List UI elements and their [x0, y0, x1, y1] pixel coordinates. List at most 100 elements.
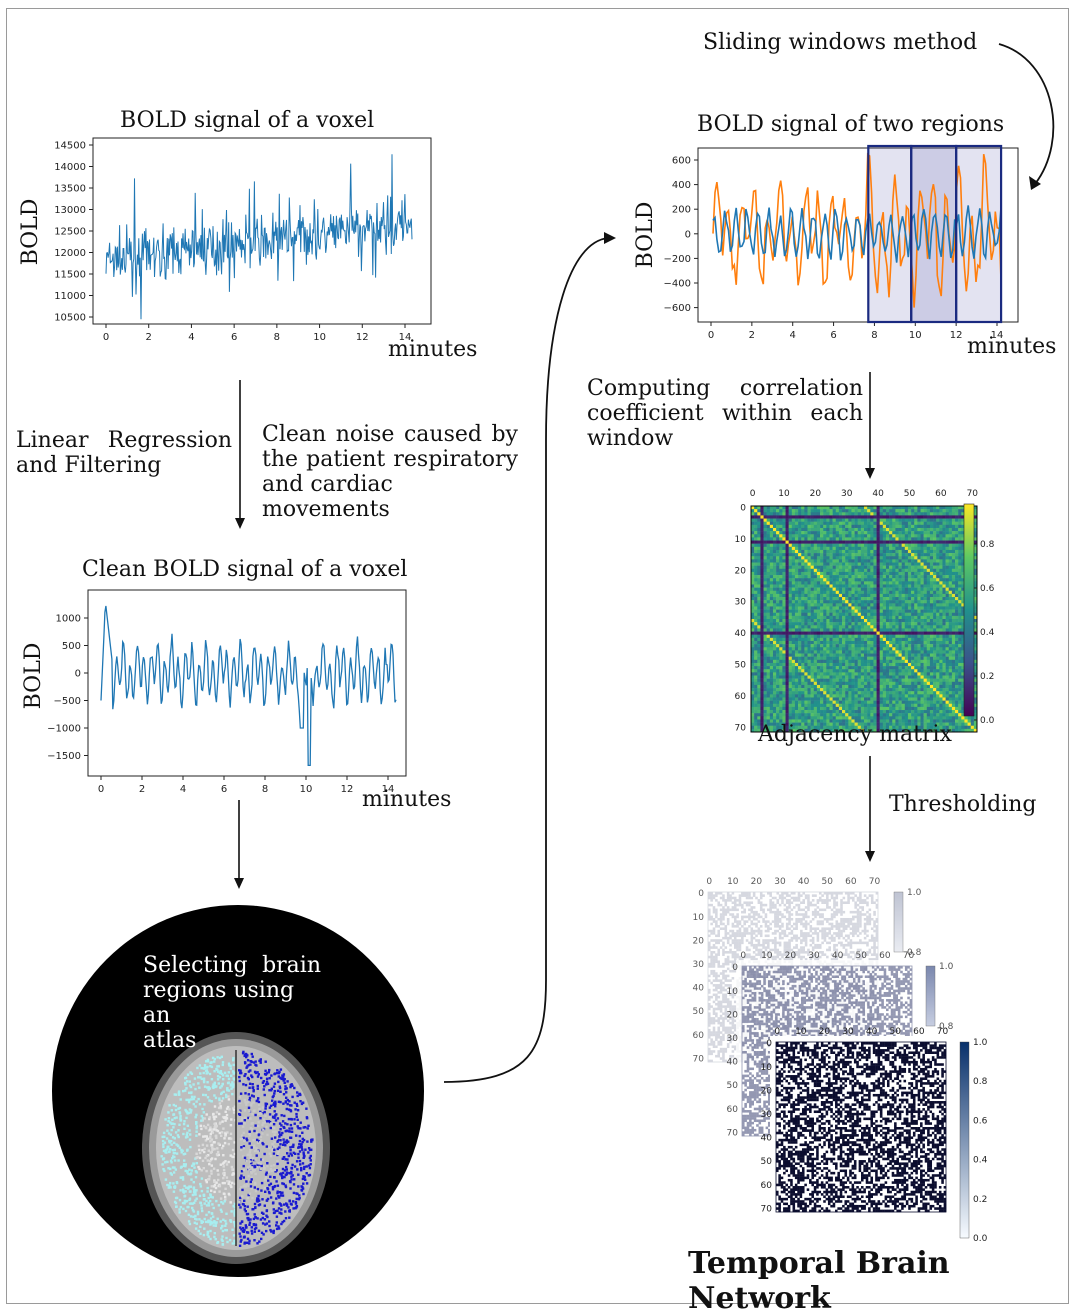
- x-tick-label: 12: [341, 784, 354, 795]
- stack-left-tick: 40: [693, 984, 705, 994]
- y-tick-label: 14000: [54, 162, 86, 173]
- stack-left-tick: 10: [727, 987, 739, 997]
- temporal-network-stack: 0010102020303040405050606070701.00.80010…: [680, 870, 1040, 1250]
- stack-left-tick: 20: [693, 936, 705, 946]
- y-tick-label: −500: [54, 696, 81, 707]
- x-tick-label: 8: [262, 784, 268, 795]
- y-tick-label: 1000: [56, 614, 81, 625]
- stack-colorbar-tick: 0.2: [973, 1195, 987, 1205]
- stack-left-tick: 0: [698, 889, 704, 899]
- voxel-signal-line: [106, 154, 412, 319]
- y-tick-label: −400: [664, 279, 691, 290]
- stack-top-tick: 0: [706, 877, 712, 887]
- stack-colorbar: [960, 1042, 969, 1238]
- y-tick-label: 400: [672, 180, 691, 191]
- stack-top-tick: 60: [879, 951, 891, 961]
- x-tick-label: 6: [221, 784, 227, 795]
- stack-colorbar-tick: 1.0: [973, 1038, 988, 1048]
- stack-colorbar-tick: 0.4: [973, 1156, 988, 1166]
- stack-top-tick: 70: [869, 877, 881, 887]
- x-tick-label: 10: [313, 332, 326, 343]
- stack-top-tick: 20: [751, 877, 763, 887]
- y-tick-label: 12500: [54, 227, 86, 238]
- thresholding-label: Thresholding: [889, 792, 1037, 817]
- stack-left-tick: 50: [761, 1157, 773, 1167]
- clean-ylabel: BOLD: [21, 643, 46, 710]
- adjacency-left-tick: 30: [735, 598, 747, 608]
- stack-colorbar-tick: 0.8: [973, 1077, 988, 1087]
- adjacency-caption: Adjacency matrix: [758, 722, 952, 747]
- stack-left-tick: 20: [727, 1010, 739, 1020]
- y-tick-label: 200: [672, 205, 691, 216]
- x-tick-label: 6: [830, 330, 836, 341]
- stack-top-tick: 40: [798, 877, 810, 887]
- stack-left-tick: 60: [761, 1181, 773, 1191]
- stack-top-tick: 60: [845, 877, 857, 887]
- stack-top-tick: 0: [774, 1027, 780, 1037]
- x-tick-label: 4: [180, 784, 186, 795]
- adjacency-left-tick: 40: [735, 629, 747, 639]
- stack-left-tick: 30: [693, 960, 705, 970]
- y-tick-label: 500: [62, 641, 81, 652]
- stack-left-tick: 40: [727, 1058, 739, 1068]
- y-tick-label: 11000: [54, 291, 86, 302]
- y-tick-label: 10500: [54, 313, 86, 324]
- stack-colorbar-tick: 1.0: [907, 888, 922, 898]
- stack-left-tick: 40: [761, 1134, 773, 1144]
- x-tick-label: 12: [356, 332, 369, 343]
- clean-chart-title: Clean BOLD signal of a voxel: [82, 557, 407, 582]
- stack-top-tick: 10: [727, 877, 739, 887]
- adjacency-top-tick: 50: [904, 489, 916, 499]
- thresholded-matrix-layer: 0010102020303040405050606070701.00.80.60…: [761, 1027, 988, 1244]
- stack-top-tick: 40: [832, 951, 844, 961]
- stack-left-tick: 60: [727, 1105, 739, 1115]
- stack-top-tick: 70: [903, 951, 915, 961]
- adjacency-top-tick: 30: [841, 489, 853, 499]
- x-tick-label: 8: [274, 332, 280, 343]
- y-tick-label: −1000: [47, 724, 81, 735]
- x-tick-label: 0: [708, 330, 714, 341]
- stack-colorbar-tick: 1.0: [939, 962, 954, 972]
- colorbar-tick-label: 0.0: [980, 716, 995, 726]
- stack-top-tick: 50: [890, 1027, 902, 1037]
- stack-left-tick: 0: [766, 1039, 772, 1049]
- x-tick-label: 4: [790, 330, 796, 341]
- two-regions-xlabel: minutes: [967, 334, 1056, 359]
- stack-left-tick: 70: [693, 1054, 705, 1064]
- stack-left-tick: 30: [761, 1110, 773, 1120]
- clean-signal-line: [101, 606, 396, 765]
- stack-left-tick: 70: [761, 1204, 773, 1214]
- stack-left-tick: 60: [693, 1031, 705, 1041]
- y-tick-label: −600: [664, 303, 691, 314]
- adjacency-left-tick: 20: [735, 566, 747, 576]
- x-tick-label: 6: [231, 332, 237, 343]
- two-regions-chart-title: BOLD signal of two regions: [697, 112, 1004, 137]
- stack-top-tick: 30: [774, 877, 786, 887]
- x-tick-label: 10: [300, 784, 313, 795]
- stack-left-tick: 50: [727, 1081, 739, 1091]
- adjacency-left-tick: 10: [735, 535, 747, 545]
- connector-arrow-curve: [430, 220, 650, 1100]
- stack-left-tick: 70: [727, 1128, 739, 1138]
- x-tick-label: 2: [749, 330, 755, 341]
- adjacency-top-tick: 70: [967, 489, 979, 499]
- stack-top-tick: 60: [913, 1027, 925, 1037]
- adjacency-left-tick: 50: [735, 661, 747, 671]
- x-tick-label: 2: [139, 784, 145, 795]
- adjacency-top-tick: 0: [750, 489, 756, 499]
- stack-colorbar: [894, 892, 903, 952]
- colorbar-tick-label: 0.6: [980, 584, 995, 594]
- stack-colorbar-tick: 0.0: [973, 1234, 988, 1244]
- y-tick-label: 0: [75, 669, 81, 680]
- y-tick-label: −1500: [47, 751, 81, 762]
- arrow-down-1: [230, 380, 250, 530]
- stack-top-tick: 50: [856, 951, 868, 961]
- stack-top-tick: 50: [822, 877, 834, 887]
- y-tick-label: −200: [664, 254, 691, 265]
- x-tick-label: 4: [188, 332, 194, 343]
- adjacency-top-tick: 60: [935, 489, 947, 499]
- y-tick-label: 11500: [54, 270, 86, 281]
